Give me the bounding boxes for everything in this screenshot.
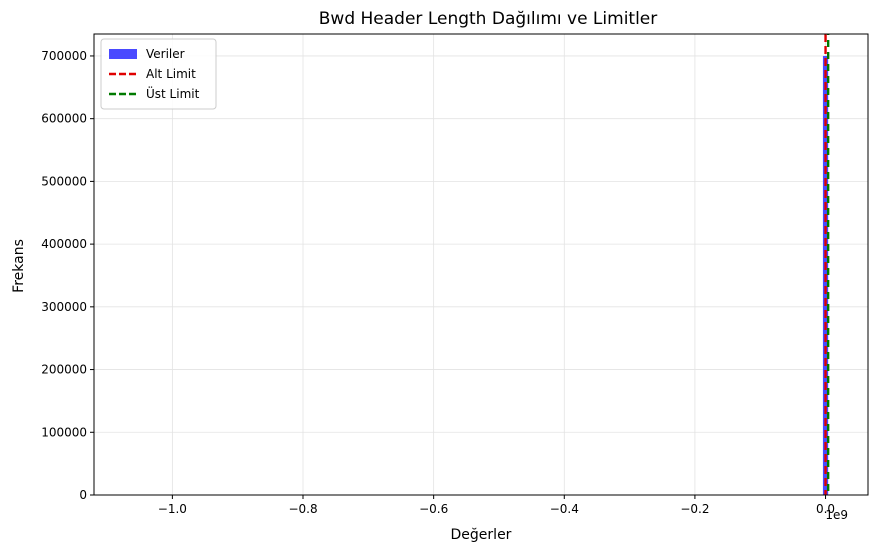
legend: Veriler Alt Limit Üst Limit bbox=[100, 38, 217, 110]
y-tick-label: 600000 bbox=[41, 112, 87, 126]
chart-title: Bwd Header Length Dağılımı ve Limitler bbox=[319, 9, 658, 29]
plot-frame bbox=[93, 33, 869, 496]
y-tick-label: 700000 bbox=[41, 49, 87, 63]
x-tick-label: −0.2 bbox=[680, 502, 709, 516]
legend-swatch-bar bbox=[109, 49, 137, 59]
y-tick-label: 100000 bbox=[41, 425, 87, 439]
y-axis-label: Frekans bbox=[11, 239, 27, 293]
x-tick-label: −0.4 bbox=[550, 502, 579, 516]
legend-label: Alt Limit bbox=[146, 67, 196, 81]
x-axis-label: Değerler bbox=[451, 527, 512, 543]
x-tick-label: −0.8 bbox=[288, 502, 317, 516]
y-tick-label: 200000 bbox=[41, 363, 87, 377]
x-axis-offset-label: 1e9 bbox=[825, 508, 848, 522]
legend-label: Veriler bbox=[146, 47, 185, 61]
x-axis-ticks: −1.0 −0.8 −0.6 −0.4 −0.2 0.0 bbox=[158, 495, 835, 516]
x-tick-label: −1.0 bbox=[158, 502, 187, 516]
legend-label: Üst Limit bbox=[146, 85, 200, 101]
y-tick-label: 500000 bbox=[41, 174, 87, 188]
x-tick-label: −0.6 bbox=[419, 502, 448, 516]
y-tick-label: 400000 bbox=[41, 237, 87, 251]
limit-lines bbox=[824, 34, 830, 495]
y-tick-label: 300000 bbox=[41, 300, 87, 314]
y-tick-label: 0 bbox=[79, 488, 87, 502]
y-axis-ticks: 0 100000 200000 300000 400000 500000 600000 700… bbox=[41, 49, 94, 502]
x-tick-label: 0.0 bbox=[816, 502, 835, 516]
